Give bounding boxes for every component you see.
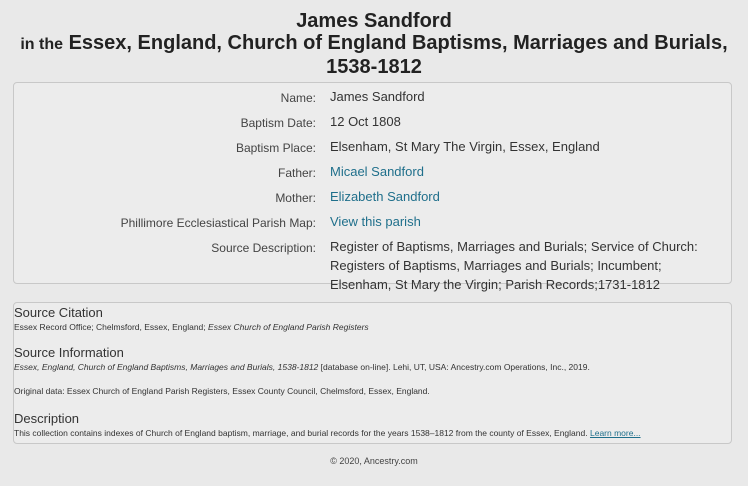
source-citation-text: Essex Record Office; Chelmsford, Essex, …	[14, 321, 731, 333]
page-title: James Sandford in the Essex, England, Ch…	[0, 0, 748, 78]
source-information-panel: Source Citation Essex Record Office; Che…	[13, 302, 732, 444]
source-description-value: Register of Baptisms, Marriages and Buri…	[330, 237, 715, 294]
learn-more-link[interactable]: Learn more...	[589, 428, 641, 438]
footer-copyright: © 2020, Ancestry.com	[330, 456, 418, 466]
view-parish-link[interactable]: View this parish	[330, 214, 421, 229]
collection-title-line1: Essex, England, Church of England Baptis…	[68, 32, 728, 54]
baptism-date-value: 12 Oct 1808	[330, 114, 401, 129]
citation-text: Essex Record Office; Chelmsford, Essex, …	[14, 322, 206, 332]
info-text: [database on-line]. Lehi, UT, USA: Ances…	[320, 362, 590, 372]
source-description-label: Source Description:	[211, 241, 316, 255]
description-body: This collection contains indexes of Chur…	[14, 428, 588, 438]
record-row-baptism-place: Baptism Place: Elsenham, St Mary The Vir…	[14, 137, 731, 158]
mother-link[interactable]: Elizabeth Sandford	[330, 189, 440, 204]
source-citation-heading: Source Citation	[14, 305, 103, 320]
baptism-place-value: Elsenham, St Mary The Virgin, Essex, Eng…	[330, 139, 600, 154]
record-row-baptism-date: Baptism Date: 12 Oct 1808	[14, 112, 731, 133]
mother-label: Mother:	[275, 191, 316, 205]
collection-title: in the Essex, England, Church of England…	[0, 32, 748, 56]
info-italic: Essex, England, Church of England Baptis…	[14, 362, 319, 372]
record-row-source-description: Source Description: Register of Baptisms…	[14, 237, 731, 294]
person-name-title: James Sandford	[296, 10, 452, 32]
record-row-mother: Mother: Elizabeth Sandford	[14, 187, 731, 208]
record-row-parish-map: Phillimore Ecclesiastical Parish Map: Vi…	[14, 212, 731, 233]
in-the-text: in the	[20, 36, 64, 53]
source-description-line: Registers of Baptisms, Marriages and Bur…	[330, 258, 662, 273]
source-information-heading: Source Information	[14, 345, 124, 360]
citation-italic: Essex Church of England Parish Registers	[208, 322, 369, 332]
record-row-father: Father: Micael Sandford	[14, 162, 731, 183]
description-heading: Description	[14, 411, 80, 426]
father-label: Father:	[277, 166, 316, 180]
name-value: James Sandford	[330, 89, 425, 104]
record-row-name: Name: James Sandford	[14, 87, 731, 108]
source-description-line: Elsenham, St Mary the Virgin; Parish Rec…	[330, 277, 660, 292]
source-description-line: Register of Baptisms, Marriages and Buri…	[330, 239, 698, 254]
father-link[interactable]: Micael Sandford	[330, 164, 424, 179]
collection-title-line2: 1538-1812	[326, 56, 422, 78]
description-text: This collection contains indexes of Chur…	[14, 427, 731, 439]
baptism-place-label: Baptism Place:	[235, 141, 316, 155]
name-label: Name:	[280, 91, 316, 105]
parish-map-label: Phillimore Ecclesiastical Parish Map:	[120, 216, 316, 230]
record-details-panel: Name: James Sandford Baptism Date: 12 Oc…	[13, 82, 732, 292]
source-information-text: Essex, England, Church of England Baptis…	[14, 361, 731, 373]
baptism-date-label: Baptism Date:	[240, 116, 316, 130]
original-data-text: Original data: Essex Church of England P…	[14, 386, 430, 396]
